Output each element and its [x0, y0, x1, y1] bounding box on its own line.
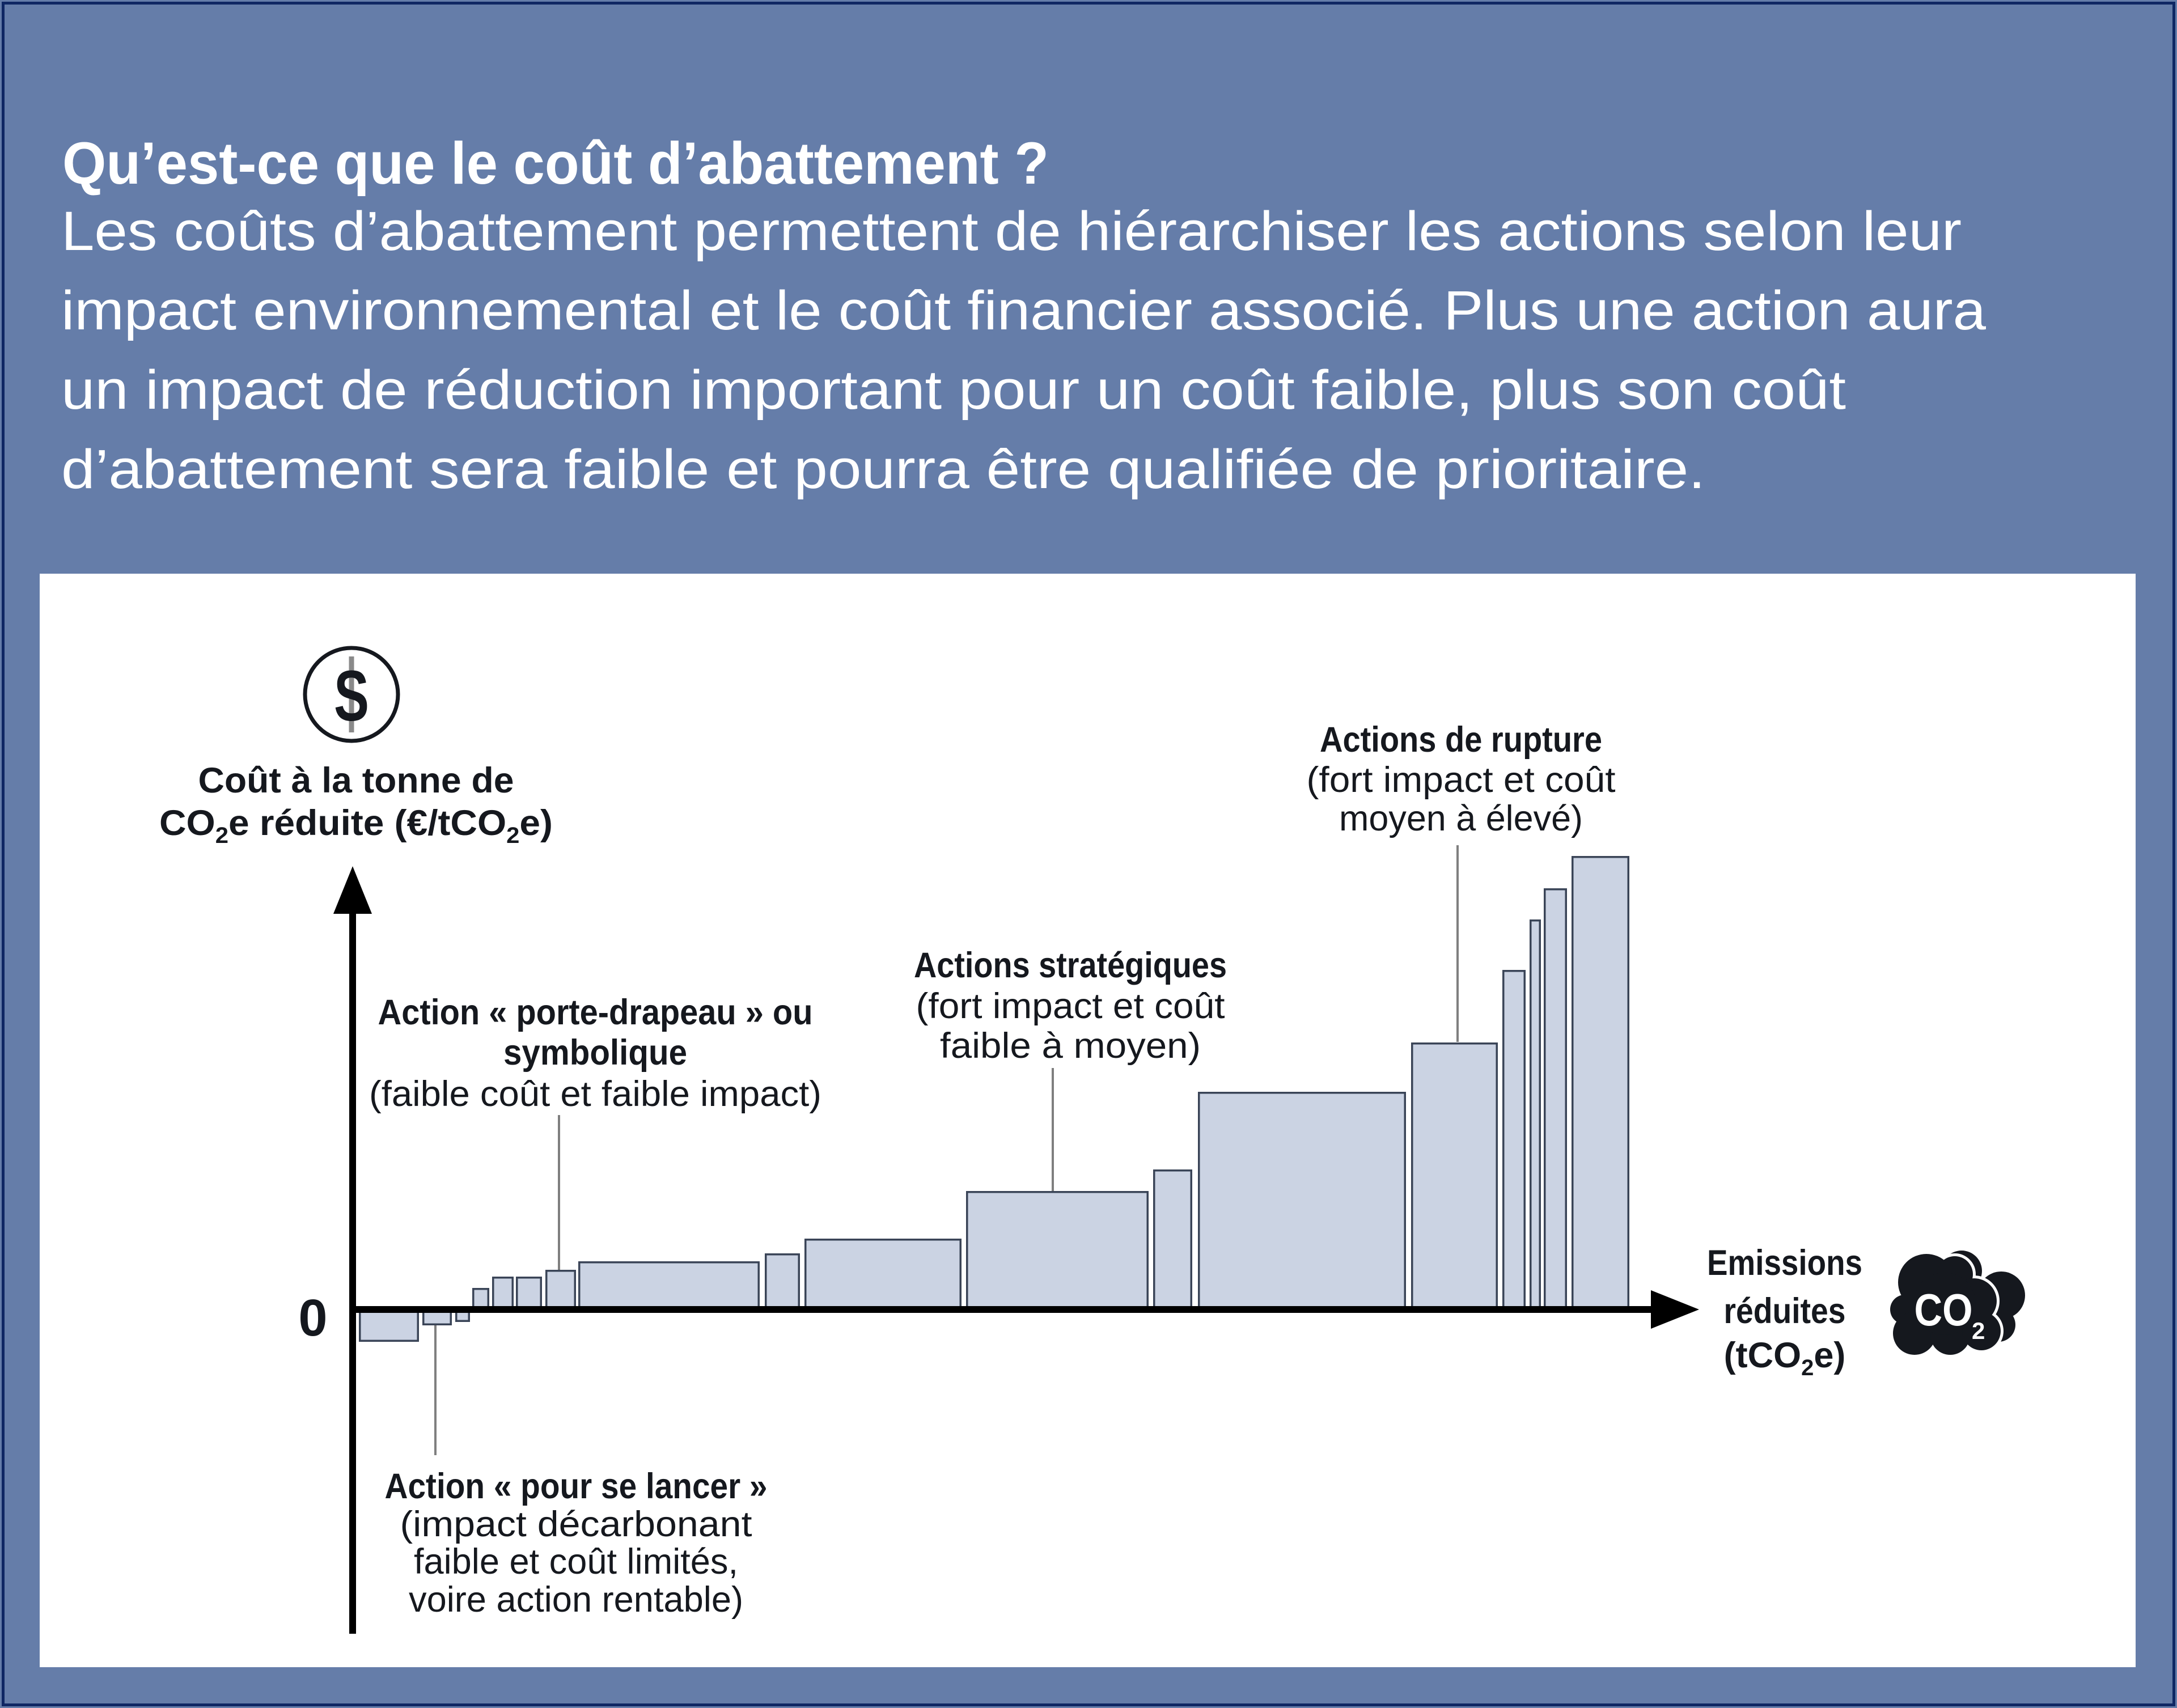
svg-text:Action « pour se lancer »: Action « pour se lancer »	[385, 1467, 768, 1506]
svg-text:d’abattement sera faible et po: d’abattement sera faible et pourra être …	[61, 438, 1705, 500]
svg-text:Actions de rupture: Actions de rupture	[1320, 720, 1602, 760]
svg-text:Actions stratégiques: Actions stratégiques	[914, 946, 1227, 985]
svg-text:impact environnemental et le c: impact environnemental et le coût financ…	[61, 279, 1986, 341]
svg-text:voire action rentable): voire action rentable)	[409, 1580, 743, 1620]
svg-text:un impact de réduction importa: un impact de réduction important pour un…	[61, 359, 1846, 421]
svg-text:Emissions: Emissions	[1707, 1243, 1862, 1283]
svg-text:(fort impact et coût: (fort impact et coût	[1307, 760, 1616, 800]
svg-text:Action « porte-drapeau » ou: Action « porte-drapeau » ou	[378, 993, 813, 1032]
svg-text:réduites: réduites	[1724, 1291, 1846, 1331]
svg-text:CO: CO	[1915, 1285, 1973, 1335]
svg-text:faible et coût limités,: faible et coût limités,	[414, 1542, 738, 1582]
svg-text:Coût à la tonne de: Coût à la tonne de	[198, 761, 514, 800]
svg-text:Qu’est-ce que le coût d’abatte: Qu’est-ce que le coût d’abattement ?	[62, 130, 1049, 197]
svg-text:Les coûts d’abattement permett: Les coûts d’abattement permettent de hié…	[61, 200, 1962, 262]
svg-text:(fort impact et coût: (fort impact et coût	[916, 986, 1226, 1026]
svg-text:(impact décarbonant: (impact décarbonant	[400, 1504, 753, 1544]
svg-text:moyen à élevé): moyen à élevé)	[1339, 799, 1583, 838]
svg-text:S: S	[334, 656, 369, 736]
svg-text:(faible coût et faible impact): (faible coût et faible impact)	[369, 1074, 821, 1114]
svg-text:(tCO2e): (tCO2e)	[1724, 1336, 1846, 1380]
svg-text:faible à moyen): faible à moyen)	[940, 1026, 1201, 1066]
svg-text:2: 2	[1972, 1317, 1985, 1344]
svg-text:0: 0	[298, 1289, 327, 1347]
svg-text:symbolique: symbolique	[503, 1033, 687, 1073]
